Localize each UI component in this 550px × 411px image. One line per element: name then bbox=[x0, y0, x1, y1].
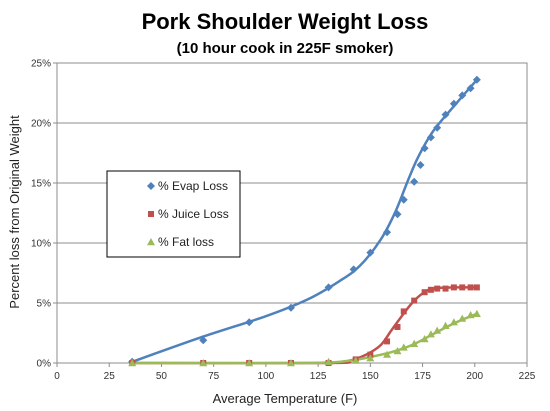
legend-label-evap: % Evap Loss bbox=[158, 179, 228, 193]
evap-point bbox=[466, 84, 475, 93]
fat-point bbox=[351, 356, 360, 364]
juice-point bbox=[384, 338, 391, 345]
fat-point bbox=[245, 359, 254, 367]
y-tick-label: 5% bbox=[37, 299, 52, 310]
x-tick-label: 50 bbox=[156, 371, 168, 382]
fat-point bbox=[399, 343, 408, 351]
x-tick-label: 0 bbox=[54, 371, 60, 382]
evap-point bbox=[449, 99, 458, 108]
legend-label-juice: % Juice Loss bbox=[158, 207, 229, 221]
plot-area: 0% 5% 10% 15% 20% 25% 0 25 50 75 100 125 150 175 200 22… bbox=[31, 59, 536, 383]
evap-point bbox=[393, 210, 402, 219]
evap-point bbox=[245, 318, 254, 327]
juice-point bbox=[411, 297, 418, 304]
legend-marker-juice bbox=[148, 211, 154, 217]
evap-point bbox=[383, 228, 392, 237]
fat-point bbox=[420, 335, 429, 343]
x-tick-label: 225 bbox=[519, 371, 536, 382]
fat-point bbox=[433, 326, 442, 334]
evap-point bbox=[416, 161, 425, 169]
evap-point bbox=[426, 133, 435, 142]
fat-point bbox=[472, 309, 481, 317]
juice-point bbox=[421, 289, 428, 296]
x-tick-label: 100 bbox=[258, 371, 275, 382]
evap-point bbox=[349, 265, 358, 274]
legend-marker-fat bbox=[147, 238, 155, 246]
evap-point bbox=[324, 283, 333, 292]
fat-point bbox=[128, 359, 137, 367]
y-tick-label: 15% bbox=[31, 179, 51, 190]
juice-point bbox=[434, 285, 441, 292]
x-tick-label: 75 bbox=[208, 371, 220, 382]
legend: % Evap Loss % Juice Loss % Fat loss bbox=[106, 170, 241, 258]
x-tick-label: 25 bbox=[104, 371, 116, 382]
fat-point bbox=[383, 350, 392, 358]
y-tick-label: 10% bbox=[31, 239, 51, 250]
evap-point bbox=[410, 177, 419, 186]
evap-point bbox=[472, 75, 481, 84]
fat-point bbox=[393, 347, 402, 355]
chart-subtitle: (10 hour cook in 225F smoker) bbox=[177, 40, 394, 57]
fat-point bbox=[366, 354, 375, 362]
legend-box bbox=[106, 170, 241, 258]
juice-trendline bbox=[130, 286, 479, 365]
fat-point bbox=[324, 357, 333, 365]
juice-point bbox=[400, 308, 407, 315]
fat-point bbox=[199, 359, 208, 367]
evap-point bbox=[420, 144, 429, 153]
juice-point bbox=[467, 284, 474, 291]
y-axis-title: Percent loss from Original Weight bbox=[7, 115, 22, 309]
fat-point bbox=[286, 359, 295, 367]
y-tick-label: 0% bbox=[37, 359, 52, 370]
x-tick-label: 200 bbox=[466, 371, 483, 382]
juice-point bbox=[473, 284, 480, 291]
juice-point bbox=[459, 284, 466, 291]
fat-point bbox=[441, 321, 450, 329]
evap-trendline bbox=[130, 78, 479, 364]
evap-point bbox=[199, 336, 208, 345]
fat-point bbox=[466, 311, 475, 319]
juice-point bbox=[442, 285, 449, 292]
y-tick-label: 20% bbox=[31, 119, 51, 130]
juice-point bbox=[427, 286, 434, 293]
evap-point bbox=[433, 123, 442, 132]
juice-point bbox=[394, 324, 401, 330]
legend-label-fat: % Fat loss bbox=[158, 235, 214, 249]
fat-point bbox=[449, 318, 458, 326]
x-axis-title: Average Temperature (F) bbox=[213, 391, 358, 406]
evap-point bbox=[458, 91, 467, 100]
legend-marker-evap bbox=[147, 182, 155, 190]
evap-point bbox=[399, 195, 408, 204]
chart-title: Pork Shoulder Weight Loss bbox=[142, 9, 429, 34]
x-tick-label: 125 bbox=[310, 371, 327, 382]
fat-point bbox=[458, 314, 467, 322]
x-tick-label: 175 bbox=[414, 371, 431, 382]
evap-point bbox=[286, 303, 295, 312]
juice-point bbox=[450, 284, 457, 291]
fat-point bbox=[410, 339, 419, 347]
evap-point bbox=[366, 248, 375, 257]
fat-point bbox=[426, 330, 435, 338]
x-tick-label: 150 bbox=[362, 371, 379, 382]
evap-point bbox=[441, 110, 450, 119]
y-tick-label: 25% bbox=[31, 59, 51, 70]
